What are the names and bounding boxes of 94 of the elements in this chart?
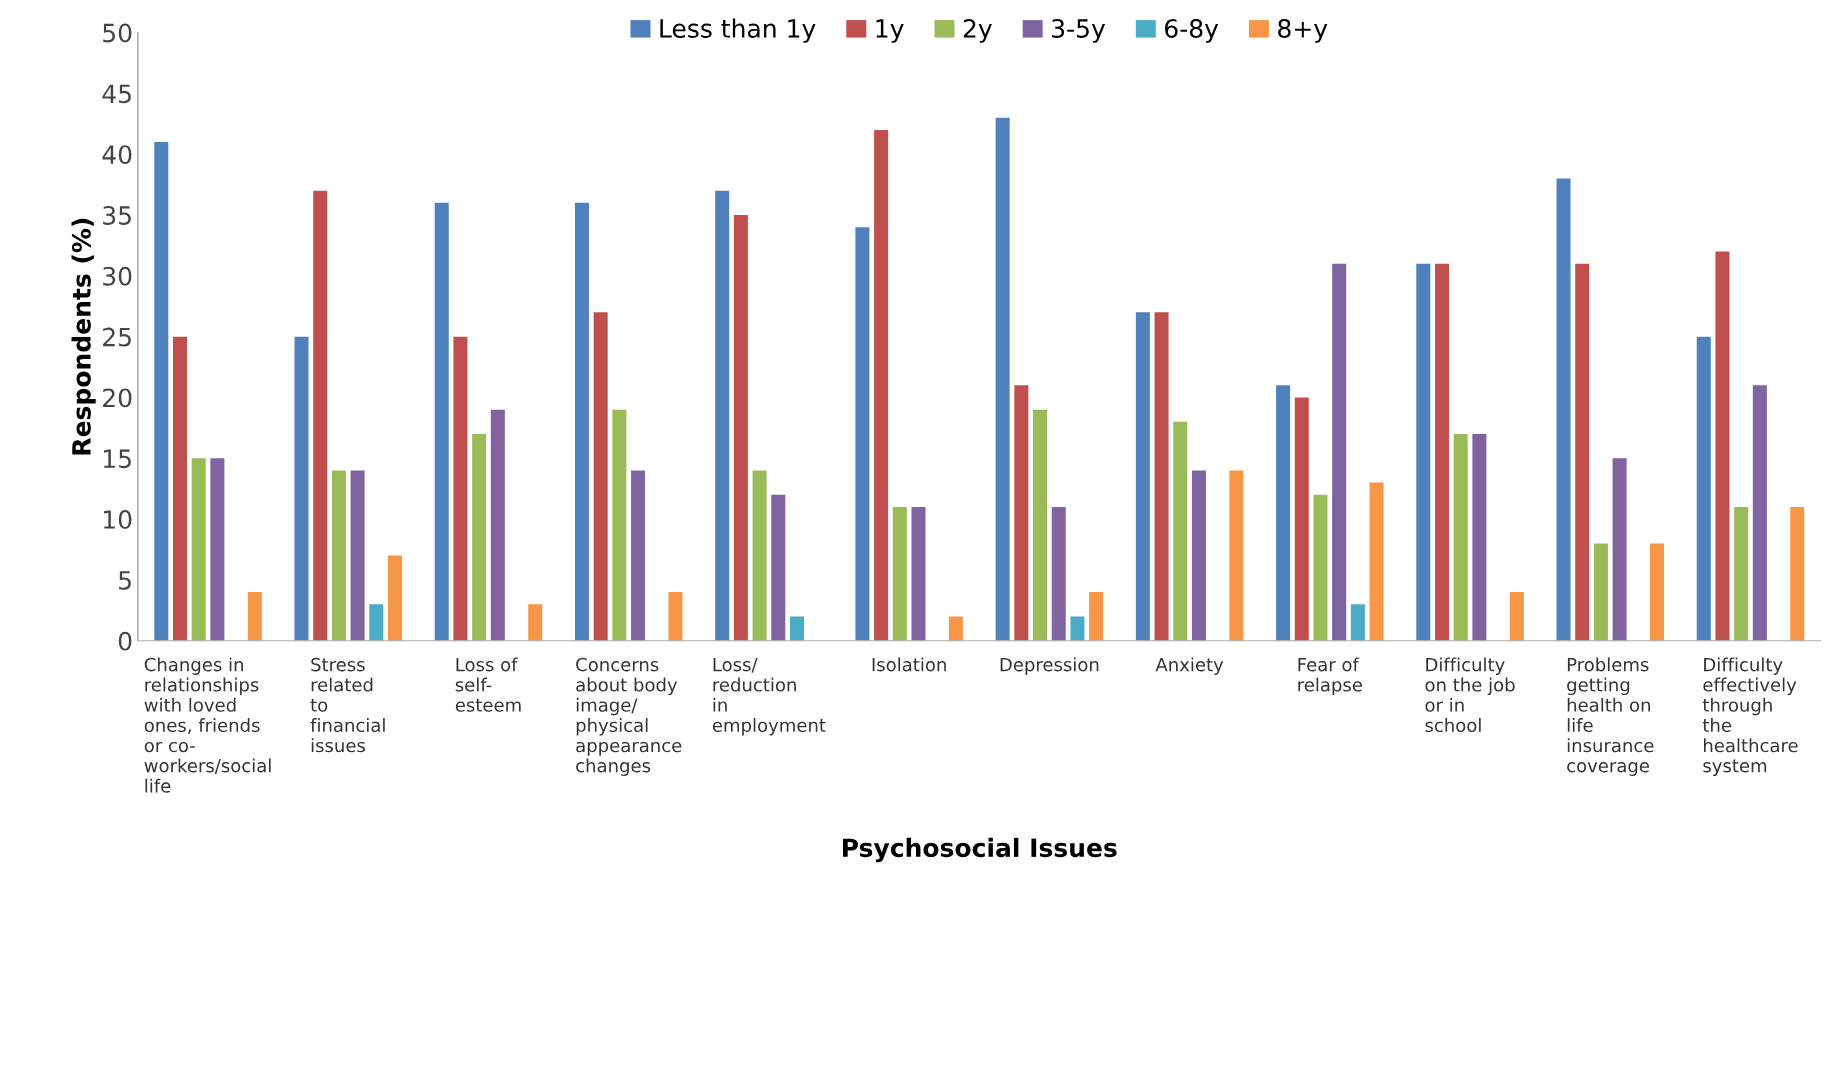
y-tick-label: 40: [102, 145, 132, 165]
y-tick-label: 50: [103, 23, 132, 43]
bar: [1650, 543, 1665, 641]
bar: [1154, 312, 1169, 641]
bar: [1715, 251, 1730, 641]
x-tick-label: Depression: [1000, 657, 1099, 675]
y-tick-label: 0: [118, 631, 132, 651]
bar: [1752, 385, 1767, 641]
bar: [1173, 421, 1188, 641]
bar: [172, 336, 187, 641]
bar: [1612, 458, 1627, 641]
bar: [874, 129, 889, 641]
y-axis-title: Respondents (%): [71, 218, 96, 455]
bar: [1332, 263, 1347, 641]
bar: [1313, 494, 1328, 641]
bar: [247, 592, 262, 641]
bar: [733, 215, 748, 641]
bar: [387, 555, 403, 641]
bar: [528, 604, 543, 641]
bar: [154, 142, 169, 641]
y-tick-label: 10: [104, 510, 132, 529]
bar: [472, 433, 487, 641]
x-tick-label: Loss of self- esteem: [455, 657, 521, 712]
bar: [1416, 263, 1431, 641]
bar: [631, 470, 646, 641]
x-tick-label: Isolation: [872, 657, 946, 672]
bar: [1593, 543, 1608, 641]
bar: [191, 458, 206, 641]
bar: [294, 336, 309, 641]
x-tick-label: Concerns about body image/ physical appearance changes: [576, 657, 682, 776]
bar: [1070, 616, 1085, 641]
bar: [1790, 506, 1805, 641]
bar: [1033, 409, 1048, 641]
legend-label: 6-8y: [1165, 19, 1219, 43]
y-tick-label: 15: [104, 449, 131, 469]
legend-label: 1y: [876, 19, 904, 43]
bar: [1734, 506, 1749, 641]
bar: [1556, 178, 1571, 641]
bar: [1014, 385, 1029, 641]
x-tick-label: Stress related to financial issues: [310, 657, 385, 753]
bar: [752, 470, 767, 641]
bar: [771, 494, 786, 641]
y-tick-label: 35: [103, 205, 131, 225]
x-tick-label: Loss/ reduction in employment: [712, 657, 826, 736]
bar: [1434, 263, 1450, 641]
bar: [948, 616, 963, 641]
bar: [855, 227, 870, 641]
bar: [668, 592, 683, 641]
x-tick-label: Changes in relationships with loved ones, friends or co- workers/social life: [144, 657, 271, 793]
bar: [1369, 482, 1384, 641]
bar: [1191, 470, 1206, 641]
bar: [911, 506, 926, 641]
bar: [995, 117, 1010, 641]
legend-label: 2y: [963, 19, 992, 43]
bar: [434, 202, 449, 641]
bar: [1051, 506, 1066, 641]
bar: [1509, 592, 1524, 641]
legend-label: Less than 1y: [660, 18, 816, 43]
bar: [1453, 433, 1468, 641]
bar: [369, 604, 384, 641]
bar: [892, 506, 907, 641]
bar: [1696, 336, 1711, 641]
legend-label: 3-5y: [1052, 19, 1106, 43]
bar: [1575, 263, 1590, 641]
bar: [350, 470, 365, 641]
y-tick-label: 20: [103, 388, 132, 408]
x-tick-label: Anxiety: [1155, 657, 1224, 675]
bar: [612, 409, 627, 641]
x-tick-label: Problems getting health on life insurance coverage: [1567, 657, 1654, 776]
bar: [210, 458, 225, 641]
bar: [715, 190, 730, 641]
bar: [453, 336, 468, 641]
x-tick-label: Difficulty on the job or in school: [1425, 657, 1515, 733]
bar: [593, 312, 608, 641]
bar: [331, 470, 346, 641]
y-tick-label: 25: [103, 327, 131, 347]
bar: [574, 202, 589, 641]
bar: [1350, 604, 1365, 641]
bar: [1229, 470, 1244, 641]
bar: [1089, 592, 1104, 641]
bar: [1472, 433, 1487, 641]
x-axis-title: Psychosocial Issues: [843, 837, 1117, 863]
bar: [313, 190, 328, 641]
x-tick-label: Fear of relapse: [1298, 657, 1362, 696]
y-tick-label: 45: [102, 84, 131, 104]
y-tick-label: 30: [103, 266, 132, 286]
bar: [1294, 397, 1309, 641]
bar: [789, 616, 804, 641]
bar: [490, 409, 505, 641]
legend-label: 8+y: [1278, 19, 1328, 43]
bar: [1276, 385, 1291, 641]
y-tick-label: 5: [119, 571, 131, 590]
x-tick-label: Difficulty effectively through the healthcare system: [1702, 657, 1798, 776]
bar: [1135, 312, 1150, 641]
